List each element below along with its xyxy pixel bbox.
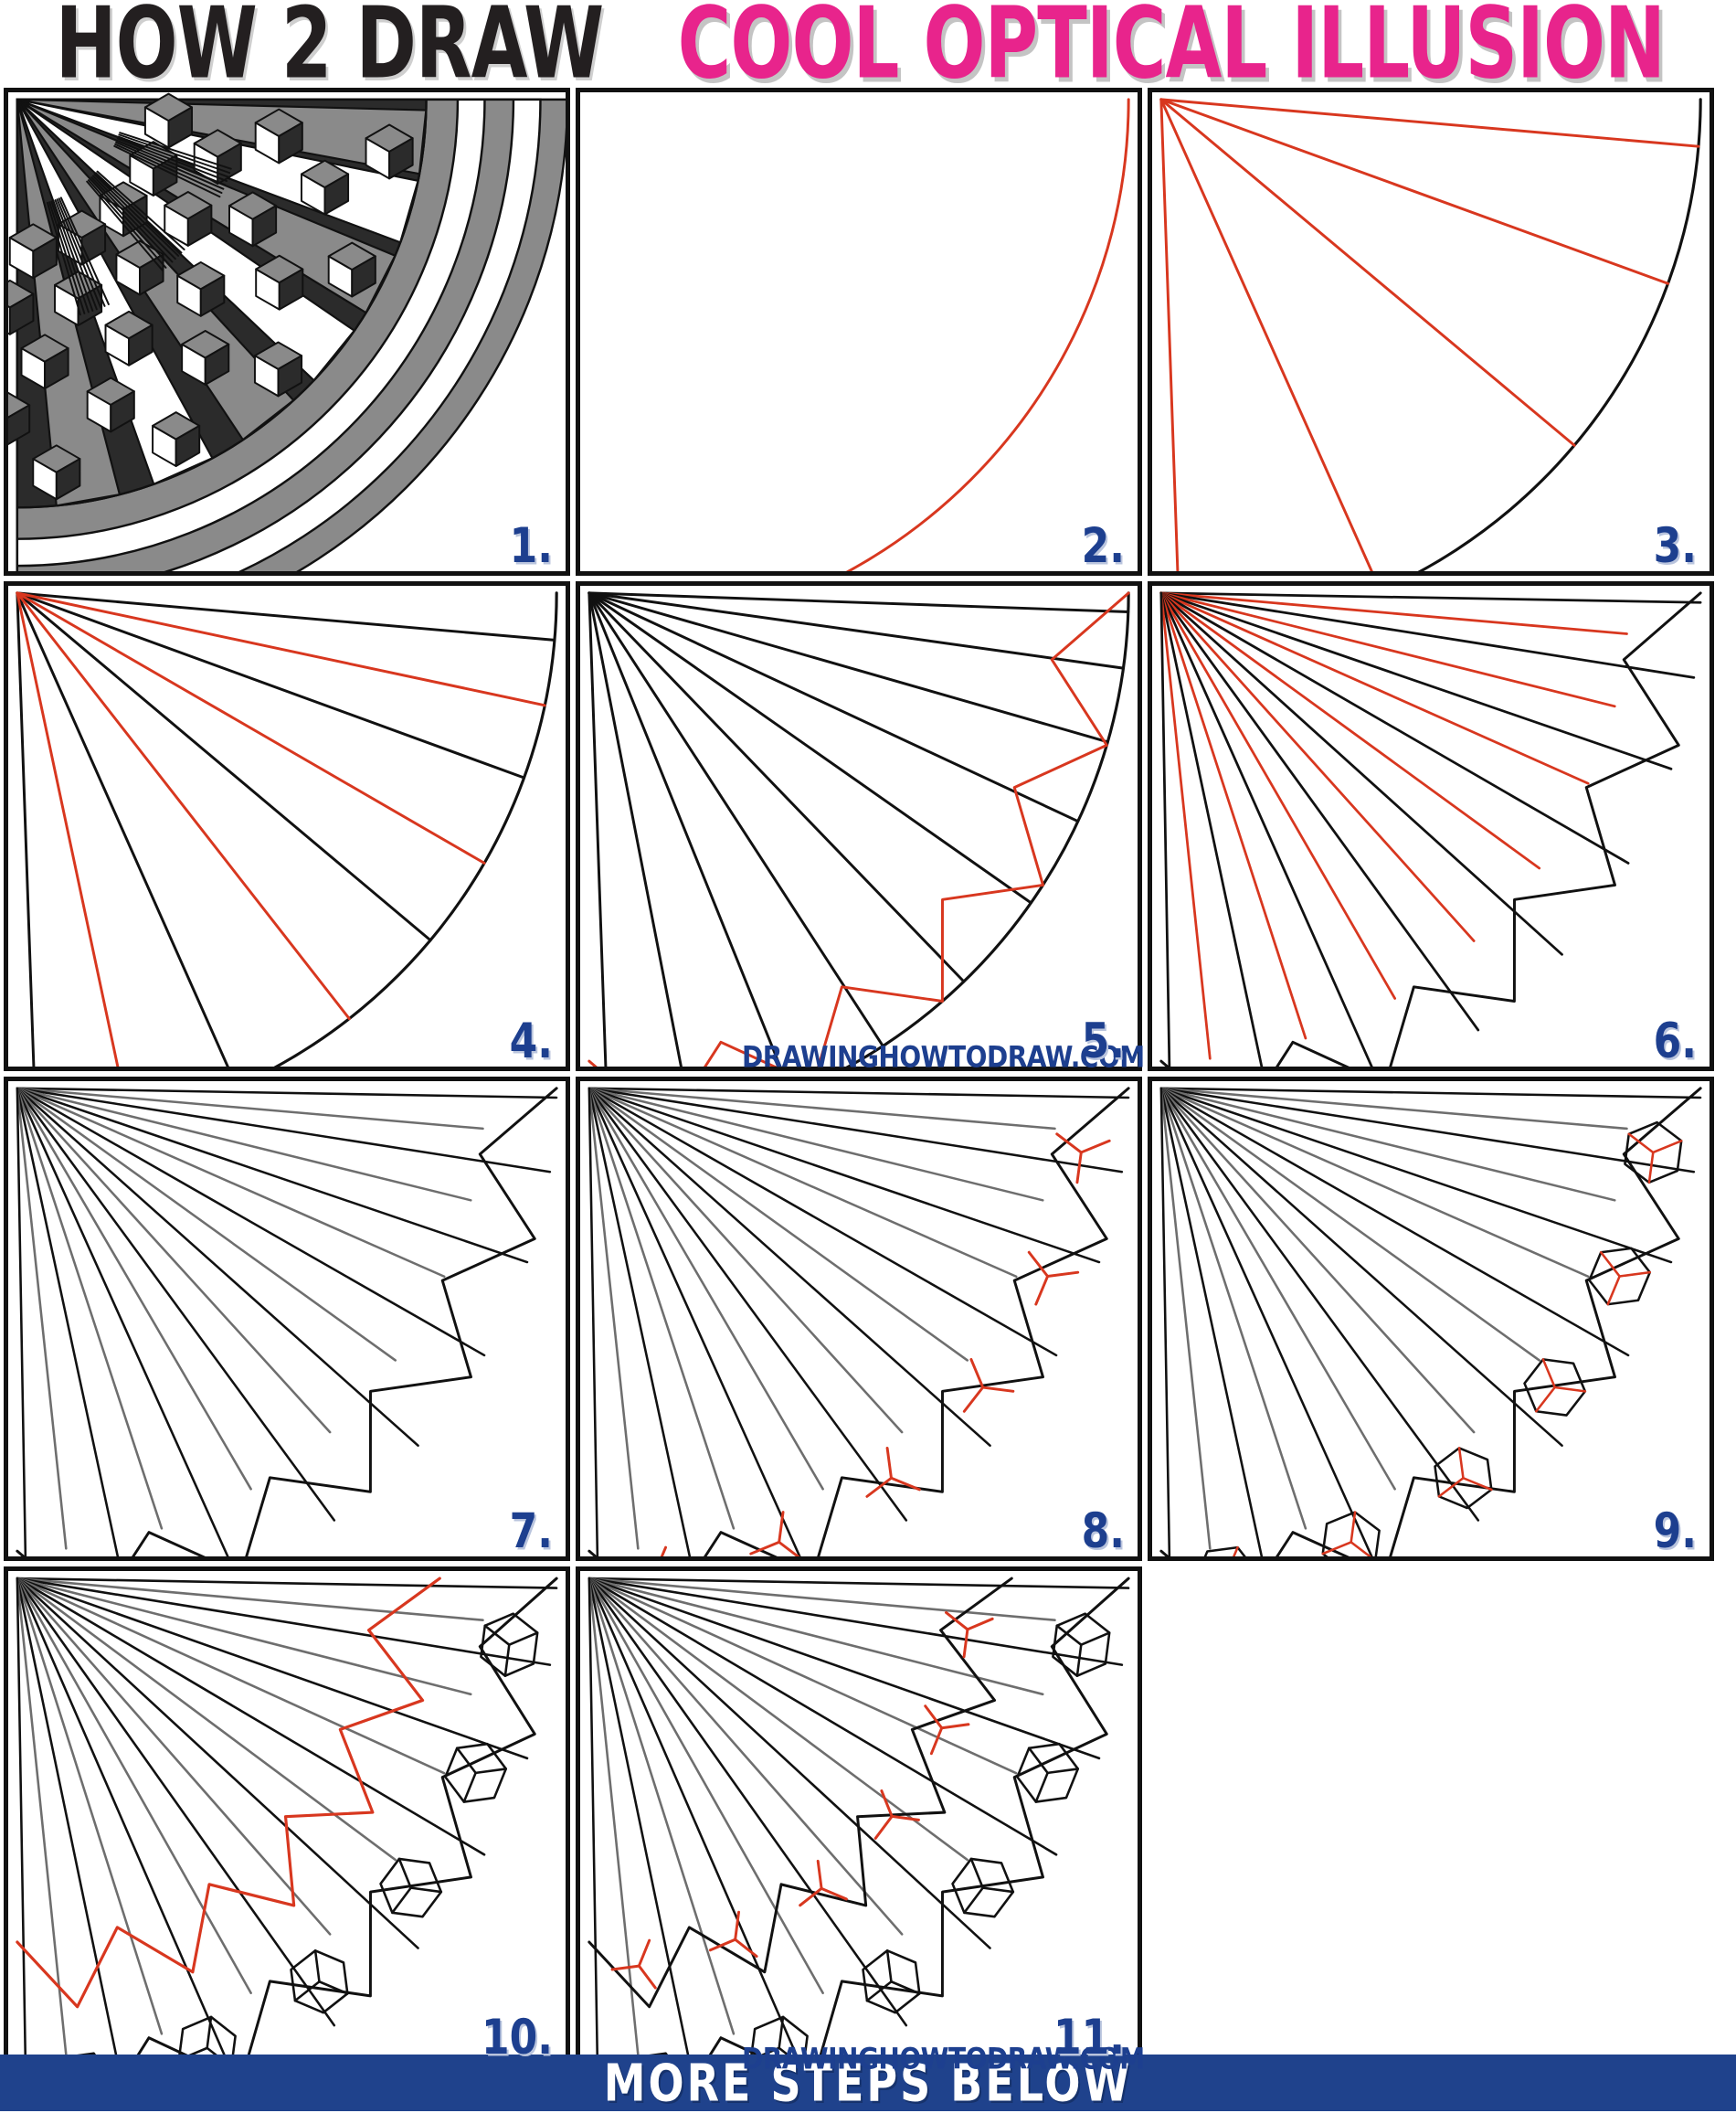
step-drawing-3 [1159, 98, 1702, 571]
footer-label: MORE STEPS BELOW [603, 2053, 1133, 2113]
watermark-second: DRAWINGHOWTODRAW.COM [742, 2041, 1145, 2076]
step-drawing-10 [16, 1577, 558, 2063]
step-drawing-7 [16, 1087, 558, 1556]
watermark-first: DRAWINGHOWTODRAW.COM [742, 1039, 1145, 1075]
step-drawing-8 [587, 1087, 1130, 1556]
title-text-black: HOW 2 DRAW [55, 0, 604, 87]
step-drawing-11 [587, 1577, 1130, 2063]
title-banner: HOW 2 DRAW COOL OPTICAL ILLUSION [0, 0, 1736, 87]
footer-banner: MORE STEPS BELOW [0, 2053, 1736, 2113]
step-drawing-5 [587, 591, 1130, 1067]
step-panel-9: 9. [1148, 1077, 1714, 1561]
step-panel-10: 10. [4, 1566, 570, 2067]
step-drawing-9 [1159, 1087, 1702, 1556]
step-drawing-4 [16, 591, 558, 1067]
step-drawing-1 [8, 92, 566, 571]
step-panel-3: 3. [1148, 88, 1714, 576]
step-panel-8: 8. [576, 1077, 1142, 1561]
step-panel-2: 2. [576, 88, 1142, 576]
step-panel-11: 11. [576, 1566, 1142, 2067]
title-text-pink: COOL OPTICAL ILLUSION [677, 0, 1665, 87]
step-drawing-6 [1159, 591, 1702, 1067]
step-drawing-2 [845, 98, 1130, 571]
step-panel-4: 4. [4, 581, 570, 1071]
step-panel-7: 7. [4, 1077, 570, 1561]
step-panel-1: 1. [4, 88, 570, 576]
step-panel-6: 6. [1148, 581, 1714, 1071]
step-panel-5: 5. [576, 581, 1142, 1071]
